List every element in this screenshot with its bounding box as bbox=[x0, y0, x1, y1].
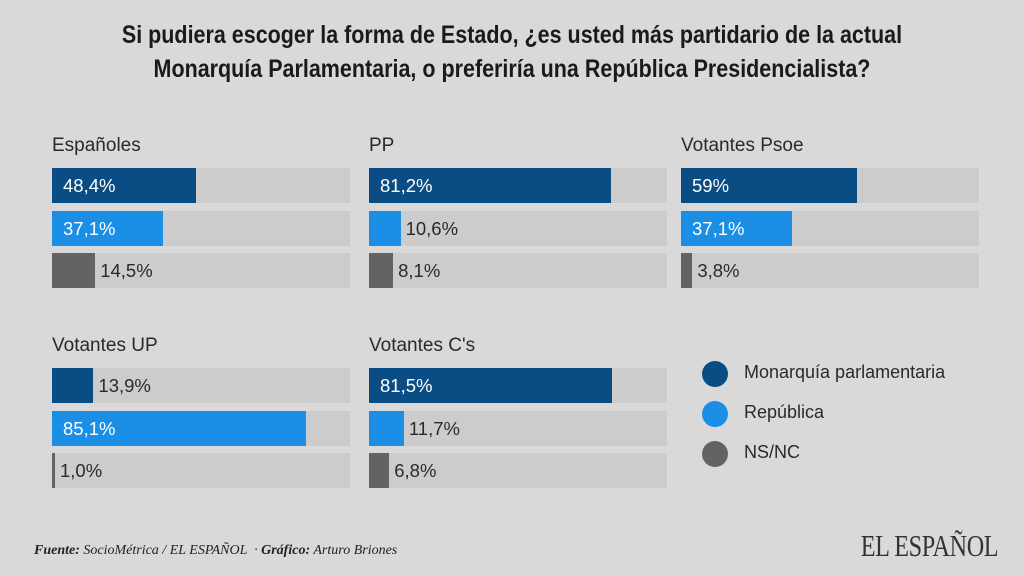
bar-value-label: 81,2% bbox=[380, 175, 433, 196]
panel-pp: PP 81,2% 10,6% 8,1% bbox=[369, 135, 669, 295]
bar-republica bbox=[681, 211, 792, 246]
bar-track-monarquia: 81,2% bbox=[369, 168, 667, 203]
bar-nsnc bbox=[681, 253, 693, 288]
bar-value-label: 37,1% bbox=[692, 218, 745, 239]
legend-label: República bbox=[744, 402, 825, 422]
legend-swatch-nsnc bbox=[702, 441, 728, 467]
source-credit: Fuente: SocioMétrica / EL ESPAÑOL · Gráf… bbox=[34, 543, 397, 559]
bar-value-label: 59% bbox=[692, 175, 730, 196]
bar-track-nsnc: 6,8% bbox=[369, 453, 667, 488]
separator: · bbox=[254, 543, 258, 558]
bar-nsnc bbox=[52, 253, 96, 288]
bar-value-label: 6,8% bbox=[394, 460, 437, 481]
bar-republica bbox=[52, 211, 163, 246]
panel-votantes-c-s: Votantes C's 81,5% 11,7% 6,8% bbox=[369, 335, 669, 495]
bar-track-nsnc: 14,5% bbox=[52, 253, 350, 288]
bar-value-label: 37,1% bbox=[63, 218, 116, 239]
bar-track-republica: 85,1% bbox=[52, 411, 350, 446]
bar-track-republica: 10,6% bbox=[369, 211, 667, 246]
legend-label: Monarquía parlamentaria bbox=[744, 362, 946, 382]
panel-label: Votantes Psoe bbox=[681, 135, 804, 156]
bar-republica bbox=[369, 211, 401, 246]
bar-value-label: 14,5% bbox=[100, 260, 153, 281]
legend-swatch-republica bbox=[702, 401, 728, 427]
bar-track-republica: 11,7% bbox=[369, 411, 667, 446]
bar-value-label: 3,8% bbox=[697, 260, 740, 281]
panel-label: PP bbox=[369, 135, 395, 156]
bar-value-label: 13,9% bbox=[98, 375, 151, 396]
chart-title-line-2: Monarquía Parlamentaria, o preferiría un… bbox=[153, 55, 871, 83]
bar-track-monarquia: 81,5% bbox=[369, 368, 667, 403]
bar-track-republica: 37,1% bbox=[52, 211, 350, 246]
panel-votantes-up: Votantes UP 13,9% 85,1% 1,0% bbox=[52, 335, 352, 495]
panel-label: Votantes C's bbox=[369, 335, 476, 356]
graphic-value: Arturo Briones bbox=[313, 543, 398, 558]
bar-track-monarquia: 59% bbox=[681, 168, 979, 203]
bar-track-monarquia: 13,9% bbox=[52, 368, 350, 403]
bar-monarquia bbox=[369, 168, 611, 203]
brand-logo: EL ESPAÑOL bbox=[860, 528, 999, 563]
bar-monarquia bbox=[52, 368, 94, 403]
panel-label: Votantes UP bbox=[52, 335, 158, 356]
bar-value-label: 1,0% bbox=[60, 460, 103, 481]
panel-label: Españoles bbox=[52, 135, 141, 156]
bar-value-label: 8,1% bbox=[398, 260, 441, 281]
bar-nsnc bbox=[52, 453, 55, 488]
bar-monarquia bbox=[681, 168, 857, 203]
bar-track-nsnc: 8,1% bbox=[369, 253, 667, 288]
bar-value-label: 11,7% bbox=[408, 418, 460, 439]
bar-track-nsnc: 1,0% bbox=[52, 453, 350, 488]
chart-title-line-1: Si pudiera escoger la forma de Estado, ¿… bbox=[121, 21, 903, 49]
bar-track-nsnc: 3,8% bbox=[681, 253, 979, 288]
legend-swatch-monarquia bbox=[702, 361, 728, 387]
source-key: Fuente: bbox=[34, 543, 80, 558]
bar-track-republica: 37,1% bbox=[681, 211, 979, 246]
graphic-key: Gráfico: bbox=[261, 543, 311, 558]
panel-espa-oles: Españoles 48,4% 37,1% 14,5% bbox=[52, 135, 352, 295]
bar-value-label: 48,4% bbox=[63, 175, 116, 196]
source-value: SocioMétrica / EL ESPAÑOL bbox=[83, 543, 248, 558]
bar-nsnc bbox=[369, 253, 394, 288]
bar-nsnc bbox=[369, 453, 390, 488]
bar-monarquia bbox=[52, 168, 197, 203]
chart-title: Si pudiera escoger la forma de Estado, ¿… bbox=[72, 18, 953, 86]
bar-track-monarquia: 48,4% bbox=[52, 168, 350, 203]
bar-republica bbox=[369, 411, 404, 446]
legend-label: NS/NC bbox=[744, 442, 801, 462]
bar-monarquia bbox=[369, 368, 612, 403]
bar-value-label: 10,6% bbox=[405, 218, 459, 239]
panel-votantes-psoe: Votantes Psoe 59% 37,1% 3,8% bbox=[681, 135, 981, 295]
bar-value-label: 85,1% bbox=[63, 418, 116, 439]
bar-value-label: 81,5% bbox=[380, 375, 433, 396]
bar-republica bbox=[52, 411, 306, 446]
